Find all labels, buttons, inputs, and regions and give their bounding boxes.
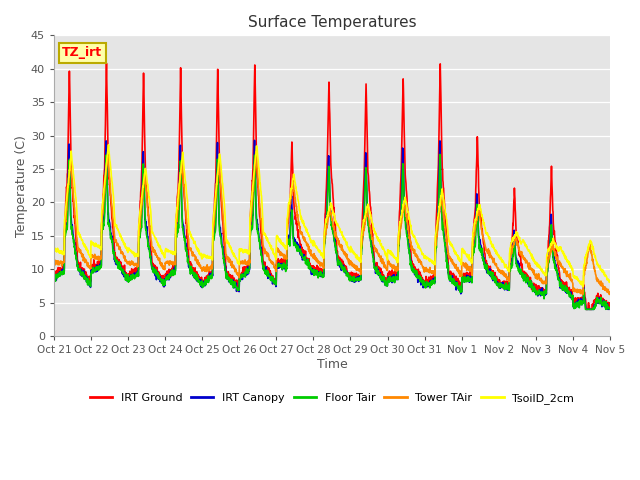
IRT Canopy (348, 277, 356, 283)
IRT Ground (573, 300, 580, 306)
Tower TAir (252, 149, 260, 155)
Floor Tair (360, 220, 368, 226)
IRT Ground (102, 60, 110, 66)
Line: Tower TAir: Tower TAir (54, 152, 610, 295)
Tower TAir (606, 291, 614, 297)
IRT Canopy (50, 276, 58, 281)
IRT Ground (582, 306, 590, 312)
IRT Ground (50, 275, 58, 281)
TsoilD_2cm (205, 253, 213, 259)
TsoilD_2cm (360, 217, 368, 223)
TsoilD_2cm (50, 247, 58, 252)
Floor Tair (205, 275, 213, 281)
Tower TAir (494, 266, 502, 272)
IRT Canopy (494, 281, 502, 287)
TsoilD_2cm (557, 246, 565, 252)
Tower TAir (579, 292, 586, 298)
Text: TZ_irt: TZ_irt (62, 47, 102, 60)
Tower TAir (50, 259, 58, 265)
Floor Tair (557, 281, 565, 287)
Legend: IRT Ground, IRT Canopy, Floor Tair, Tower TAir, TsoilD_2cm: IRT Ground, IRT Canopy, Floor Tair, Towe… (85, 389, 579, 408)
TsoilD_2cm (494, 251, 502, 257)
Floor Tair (582, 306, 589, 312)
Floor Tair (606, 306, 614, 312)
Floor Tair (348, 276, 356, 282)
TsoilD_2cm (579, 284, 587, 290)
Y-axis label: Temperature (C): Temperature (C) (15, 135, 28, 237)
TsoilD_2cm (606, 279, 614, 285)
IRT Ground (494, 277, 502, 283)
Tower TAir (348, 260, 356, 265)
IRT Ground (205, 271, 213, 276)
IRT Canopy (205, 276, 213, 282)
Title: Surface Temperatures: Surface Temperatures (248, 15, 416, 30)
IRT Canopy (606, 306, 614, 312)
Floor Tair (494, 282, 502, 288)
Line: IRT Ground: IRT Ground (54, 63, 610, 309)
TsoilD_2cm (573, 276, 580, 282)
Tower TAir (573, 288, 580, 294)
IRT Ground (348, 276, 356, 281)
Floor Tair (50, 278, 58, 284)
IRT Ground (360, 169, 368, 175)
X-axis label: Time: Time (317, 358, 348, 371)
Floor Tair (436, 152, 444, 157)
Line: IRT Canopy: IRT Canopy (54, 140, 610, 309)
IRT Canopy (360, 201, 368, 206)
IRT Canopy (573, 300, 580, 306)
IRT Canopy (582, 306, 590, 312)
IRT Canopy (251, 137, 259, 143)
Tower TAir (205, 268, 213, 274)
IRT Canopy (557, 281, 565, 287)
Floor Tair (573, 300, 580, 305)
Tower TAir (360, 226, 368, 231)
TsoilD_2cm (348, 249, 356, 254)
IRT Ground (557, 277, 565, 283)
Tower TAir (557, 264, 565, 269)
Line: TsoilD_2cm: TsoilD_2cm (54, 145, 610, 287)
Line: Floor Tair: Floor Tair (54, 155, 610, 309)
IRT Ground (606, 300, 614, 306)
TsoilD_2cm (105, 142, 113, 148)
